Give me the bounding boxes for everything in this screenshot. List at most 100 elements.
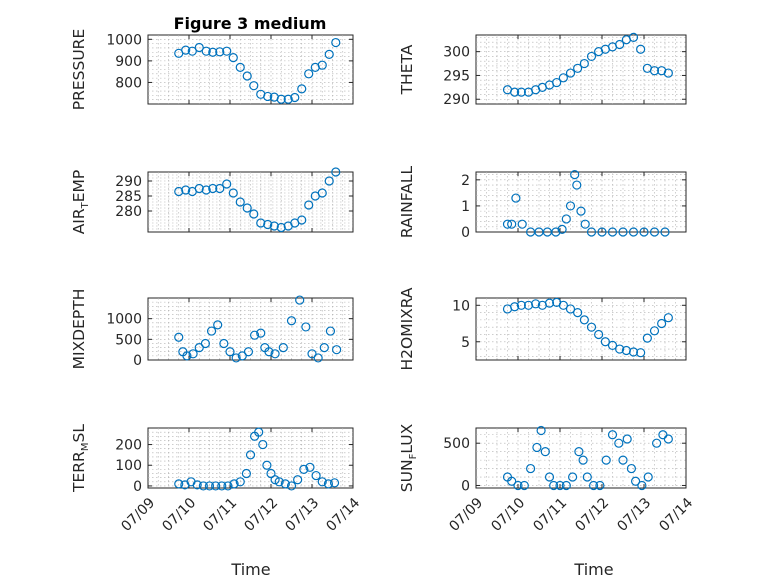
data-point — [222, 46, 232, 56]
data-point — [182, 351, 192, 361]
y-tick-label: 1000 — [106, 32, 142, 48]
data-point — [649, 326, 660, 336]
data-point — [219, 338, 229, 349]
x-axis-label-right: Time — [573, 560, 613, 579]
y-tick-label: 295 — [443, 68, 470, 84]
data-point — [307, 349, 317, 359]
y-axis-label: PRESSURE — [70, 29, 88, 111]
y-tick-label: 290 — [443, 92, 470, 108]
data-point — [245, 450, 256, 460]
data-point — [262, 460, 272, 470]
data-point — [317, 60, 327, 70]
data-point — [225, 347, 235, 357]
data-point — [582, 472, 592, 482]
y-axis-label-base: TERR — [70, 451, 88, 493]
y-axis-label-rest: EMP — [70, 170, 88, 203]
data-point — [208, 47, 218, 57]
data-point — [213, 320, 223, 330]
data-point — [558, 73, 568, 83]
data-point — [311, 470, 321, 481]
data-point — [304, 69, 314, 79]
data-point — [325, 326, 336, 336]
data-point — [228, 53, 238, 63]
data-point — [573, 63, 583, 73]
data-point — [266, 468, 276, 479]
data-point — [174, 479, 184, 489]
data-point — [194, 343, 204, 353]
data-point — [565, 304, 576, 314]
data-point — [607, 430, 618, 440]
data-point — [276, 222, 286, 233]
y-tick-label: 0 — [461, 478, 470, 494]
data-point — [329, 478, 340, 488]
data-point — [276, 94, 286, 104]
data-point — [588, 480, 599, 491]
data-point — [572, 180, 582, 190]
data-point — [552, 77, 562, 88]
data-point — [324, 49, 334, 60]
data-point — [565, 201, 576, 211]
data-point — [290, 92, 300, 103]
data-point — [331, 37, 341, 48]
figure-title: Figure 3 medium — [174, 14, 327, 33]
data-point — [235, 197, 245, 207]
y-axis-label: THETA — [398, 44, 416, 95]
data-point — [286, 316, 297, 326]
data-point — [263, 91, 273, 102]
data-point — [636, 44, 646, 54]
data-point — [639, 227, 649, 237]
data-point — [256, 328, 266, 338]
x-axis-label-left: Time — [230, 560, 270, 579]
data-point — [561, 480, 571, 491]
data-point — [511, 193, 521, 203]
data-point — [621, 345, 631, 356]
data-point — [264, 347, 274, 357]
data-point — [642, 333, 652, 343]
data-point — [270, 349, 280, 359]
y-tick-label: 290 — [115, 174, 142, 190]
data-point — [206, 326, 217, 336]
data-point — [297, 84, 307, 94]
data-point — [540, 447, 550, 457]
data-point — [313, 353, 323, 363]
data-point — [561, 214, 571, 224]
data-point — [557, 224, 567, 234]
data-point — [297, 215, 307, 225]
data-point — [615, 344, 625, 354]
x-tick-label: 07/14 — [656, 495, 696, 535]
data-point — [574, 447, 584, 457]
data-point — [597, 227, 607, 237]
y-tick-label: 2 — [461, 173, 470, 189]
y-tick-label: 0 — [133, 479, 142, 495]
data-point — [663, 434, 673, 444]
x-tick-label: 07/11 — [530, 495, 570, 535]
data-point — [531, 299, 541, 309]
subplot-8: 0 500 07/09 07/10 07/11 07/12 07/13 07/14 SUNFLU… — [398, 423, 696, 534]
y-tick-label: 300 — [443, 45, 470, 61]
data-point — [622, 434, 632, 444]
data-point — [525, 463, 536, 474]
data-point — [194, 42, 204, 53]
data-point — [242, 71, 252, 81]
data-point — [217, 481, 227, 491]
data-point — [235, 477, 245, 487]
data-point — [250, 330, 260, 340]
data-point — [663, 68, 673, 78]
data-point — [181, 185, 191, 195]
subplot-4: 0 1 2 RAINFALL — [398, 165, 687, 241]
data-point — [295, 295, 305, 305]
y-axis-label-rest: SL — [70, 424, 88, 443]
data-point — [194, 183, 204, 194]
data-point — [555, 480, 565, 491]
data-point — [256, 218, 266, 228]
x-tick-label: 07/12 — [241, 495, 281, 535]
data-point — [578, 455, 588, 465]
data-point — [607, 227, 618, 237]
data-point — [637, 480, 647, 491]
data-point — [507, 476, 517, 486]
y-tick-label: 5 — [461, 335, 470, 351]
data-point — [222, 179, 232, 189]
data-point — [618, 455, 628, 465]
